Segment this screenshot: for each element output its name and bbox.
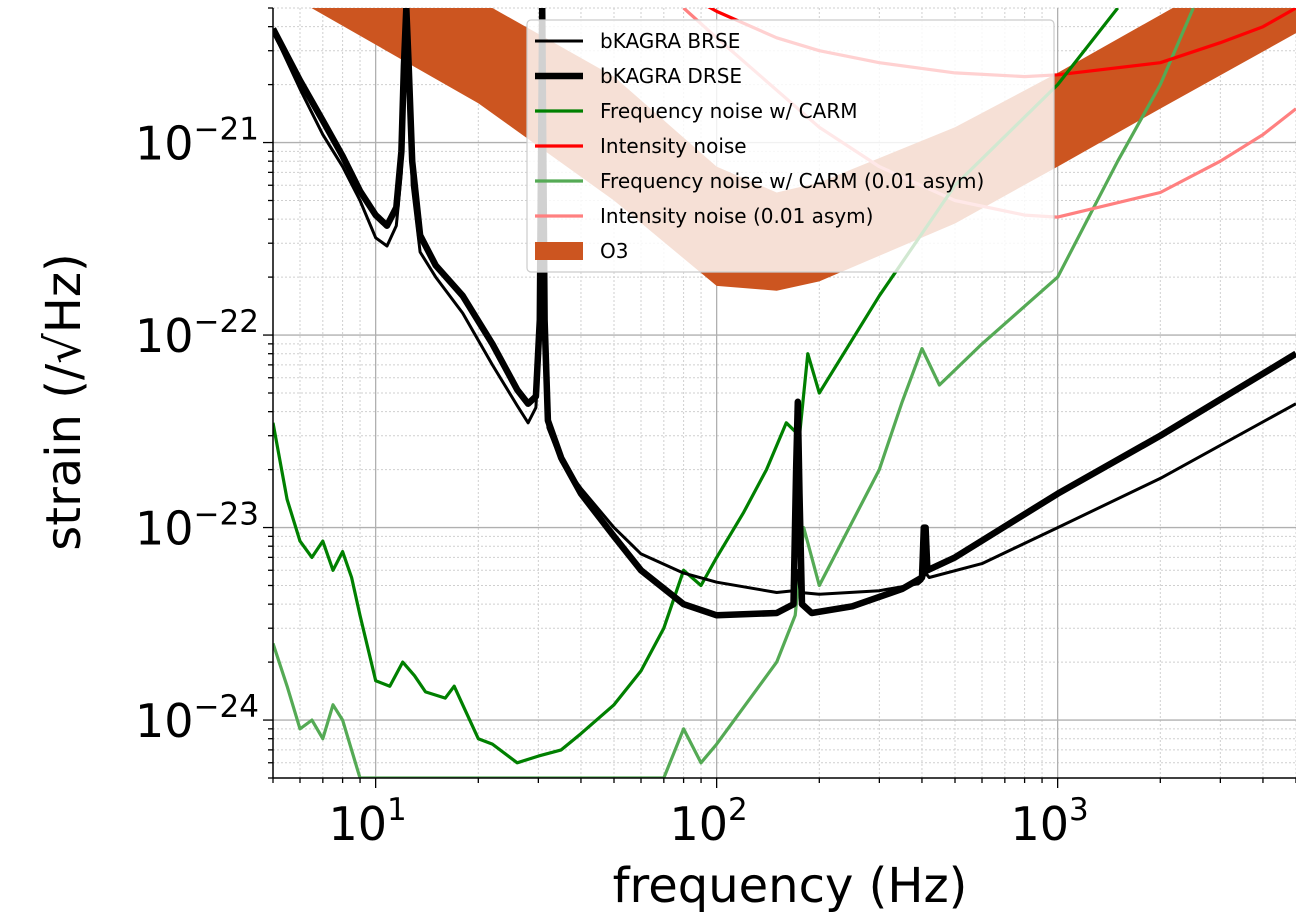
legend-label: Frequency noise w/ CARM (0.01 asym) (600, 169, 984, 193)
y-tick-label: 10−24 (135, 689, 259, 748)
y-tick-label: 10−21 (135, 112, 259, 171)
x-axis-label: frequency (Hz) (613, 858, 968, 914)
legend-label: Intensity noise (600, 134, 747, 158)
y-tick-label: 10−22 (135, 304, 259, 363)
legend-label: O3 (600, 239, 628, 263)
legend-label: bKAGRA BRSE (600, 29, 740, 53)
legend-box (526, 19, 1055, 273)
y-axis-label: strain (/√Hz) (36, 253, 92, 551)
legend-label: bKAGRA DRSE (600, 64, 742, 88)
frequency-noise-carm-asym-line (273, 8, 1195, 778)
x-tick-label: 102 (670, 792, 748, 851)
y-tick-label: 10−23 (135, 497, 259, 556)
bkagra-drse-line (273, 8, 1296, 619)
legend-label: Intensity noise (0.01 asym) (600, 204, 873, 228)
tick-labels: 101 102 103 10−21 10−22 10−23 10−24 (135, 112, 1089, 851)
x-tick-label: 103 (1011, 792, 1089, 851)
axis-ticks (263, 7, 1296, 788)
x-tick-label: 101 (329, 792, 407, 851)
legend-label: Frequency noise w/ CARM (600, 99, 857, 123)
legend-swatch-o3 (535, 242, 583, 260)
legend: bKAGRA BRSE bKAGRA DRSE Frequency noise w/… (526, 19, 1055, 273)
